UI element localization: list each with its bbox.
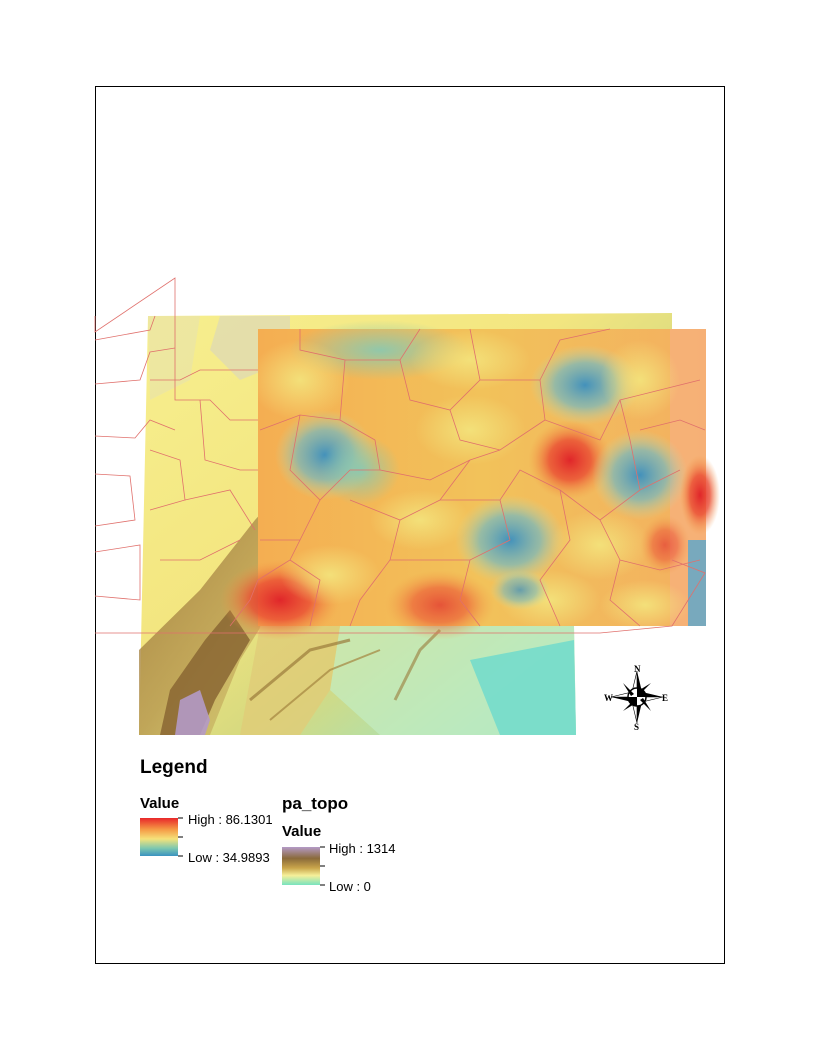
- value-low-label: Low : 34.9893: [188, 850, 270, 865]
- legend-title: Legend: [140, 757, 208, 778]
- map-layout-frame: [95, 86, 725, 964]
- topo-layer-name: pa_topo: [282, 794, 349, 813]
- topo-field-label: Value: [282, 823, 322, 840]
- topo-high-label: High : 1314: [329, 841, 396, 856]
- compass-north-label: N: [634, 664, 641, 674]
- compass-west-label: W: [604, 693, 613, 703]
- north-arrow-icon: [610, 670, 664, 724]
- compass-south-label: S: [634, 722, 640, 732]
- compass-east-label: E: [662, 693, 669, 703]
- value-color-ramp: [140, 818, 178, 856]
- county-boundaries: [94, 277, 706, 634]
- topo-low-label: Low : 0: [329, 879, 371, 894]
- topo-color-ramp: [282, 847, 320, 885]
- interpolation-raster: [220, 320, 720, 640]
- value-high-label: High : 86.1301: [188, 812, 273, 827]
- value-field-label: Value: [140, 795, 180, 812]
